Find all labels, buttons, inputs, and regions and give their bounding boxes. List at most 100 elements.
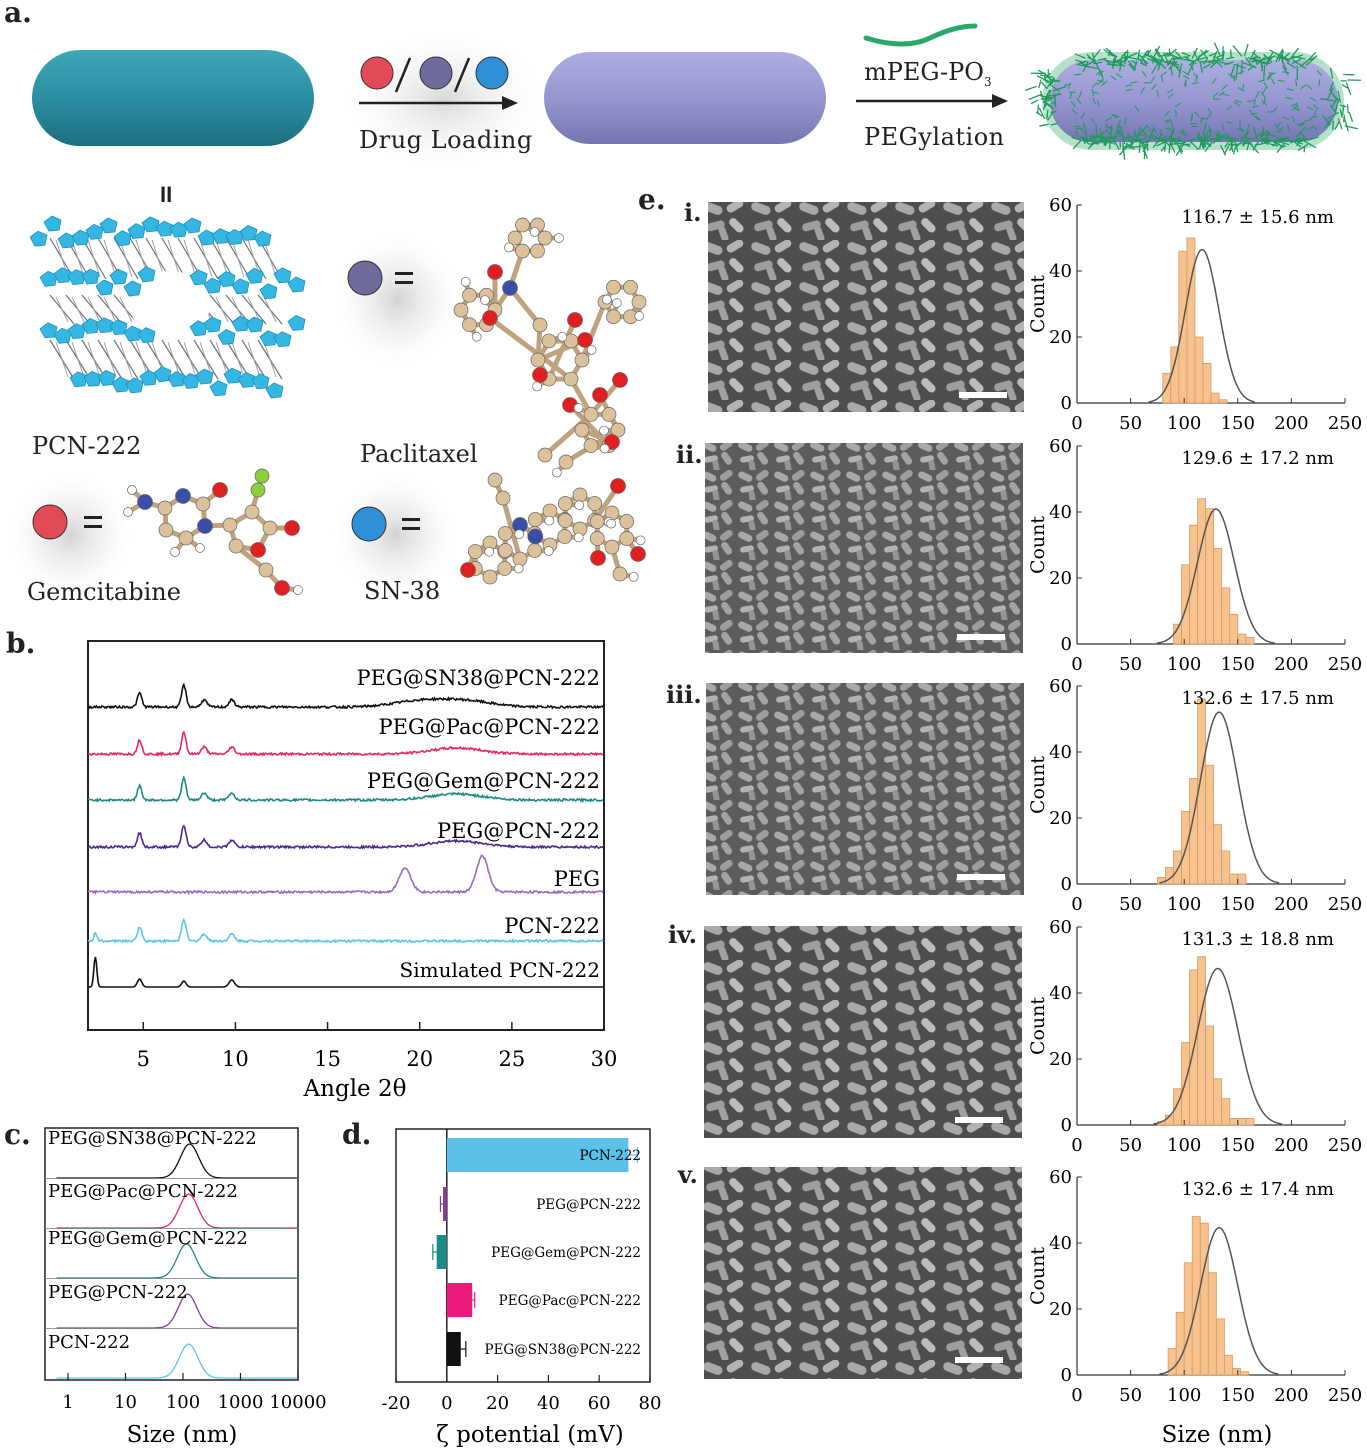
- histogram-x-tick-label: 50: [1119, 1135, 1142, 1156]
- drug-loading-label: Drug Loading: [359, 126, 533, 154]
- paclitaxel-label: Paclitaxel: [360, 440, 478, 468]
- histogram-mean-label: 132.6 ± 17.4 nm: [1181, 1179, 1334, 1200]
- zeta-category-label: PEG@SN38@PCN-222: [484, 1342, 641, 1358]
- histogram-bar: [1237, 633, 1247, 645]
- histogram-bar: [1237, 873, 1247, 885]
- zeta-category-label: PEG@Pac@PCN-222: [499, 1293, 641, 1309]
- dls-x-tick-label: 1: [62, 1392, 73, 1413]
- dls-curve: [56, 1343, 297, 1379]
- sem-label-iv: iv.: [668, 920, 698, 949]
- dls-x-tick-label: 10000: [269, 1392, 326, 1413]
- histogram-y-label: Count: [1027, 1247, 1049, 1305]
- histogram-bar: [1229, 873, 1239, 885]
- histogram-y-label: Count: [1027, 275, 1049, 333]
- xrd-series-label: PEG@Pac@PCN-222: [379, 715, 600, 739]
- xrd-curve: [87, 730, 604, 758]
- histogram-bar: [1245, 636, 1255, 645]
- pcn222-rod: [32, 50, 314, 146]
- dls-x-tick-label: 1000: [218, 1392, 264, 1413]
- histogram-x-tick-label: 0: [1071, 654, 1082, 675]
- sn38-dot: [475, 56, 509, 90]
- zeta-x-tick-label: 80: [639, 1393, 662, 1414]
- xrd-series-label: PCN-222: [504, 914, 600, 938]
- histogram-bar: [1213, 824, 1223, 885]
- pegylation-label: PEGylation: [864, 123, 1005, 151]
- dls-plot-frame: [44, 1127, 299, 1381]
- histogram-bar: [1223, 1354, 1233, 1376]
- zeta-x-tick-label: 20: [486, 1393, 509, 1414]
- histogram-x-tick-label: 200: [1274, 654, 1308, 675]
- histogram-x-tick-label: 50: [1119, 1385, 1142, 1406]
- histogram-x-axis-label: Size (nm): [1162, 1422, 1273, 1448]
- histogram-y-tick-label: 0: [1061, 1365, 1072, 1386]
- xrd-x-tick-label: 20: [406, 1047, 433, 1071]
- paclitaxel-dot: [419, 56, 453, 90]
- xrd-series-label: Simulated PCN-222: [400, 958, 601, 982]
- zeta-bar: [442, 1187, 447, 1221]
- xrd-x-tick-label: 30: [591, 1047, 618, 1071]
- sem-image-i: [708, 202, 1024, 412]
- xrd-series-label: PEG@PCN-222: [437, 819, 600, 843]
- histogram-y-tick-label: 0: [1061, 874, 1072, 895]
- histogram-y-tick-label: 40: [1049, 983, 1072, 1004]
- zeta-category-label: PEG@Gem@PCN-222: [491, 1245, 641, 1261]
- histogram-y-label: Count: [1027, 997, 1049, 1055]
- histogram-x-tick-label: 100: [1167, 894, 1201, 915]
- histogram-x-tick-label: 0: [1071, 413, 1082, 434]
- sem-image-iii: [706, 683, 1024, 895]
- histogram-bar: [1215, 1318, 1225, 1376]
- histogram-bar: [1181, 564, 1190, 645]
- sem-label-i: i.: [684, 198, 702, 227]
- histogram-bar: [1221, 1098, 1231, 1126]
- zeta-bar: [446, 1283, 473, 1317]
- histogram-x-tick-label: 150: [1221, 413, 1255, 434]
- zeta-category-label: PEG@PCN-222: [536, 1197, 641, 1213]
- histogram-x-tick-label: 0: [1071, 894, 1082, 915]
- xrd-x-tick-label: 5: [137, 1047, 150, 1071]
- histogram-bar: [1175, 1311, 1185, 1376]
- dls-series-label: PEG@SN38@PCN-222: [48, 1128, 257, 1149]
- histogram-x-tick-label: 50: [1119, 894, 1142, 915]
- histogram-x-tick-label: 250: [1328, 1135, 1362, 1156]
- histogram-x-tick-label: 200: [1274, 413, 1308, 434]
- histogram-bar: [1229, 1118, 1239, 1126]
- histogram-bar: [1197, 956, 1207, 1126]
- histogram-bar: [1229, 613, 1239, 645]
- histogram-y-tick-label: 0: [1061, 1115, 1072, 1136]
- histogram-y-tick-label: 60: [1049, 1167, 1072, 1188]
- histogram-y-tick-label: 60: [1049, 436, 1072, 457]
- xrd-curve: [87, 682, 604, 710]
- dls-curve: [56, 1293, 297, 1329]
- histogram-x-tick-label: 100: [1167, 1385, 1201, 1406]
- panel-label-b: b.: [6, 627, 36, 660]
- xrd-curve: [87, 824, 604, 850]
- histogram-bar: [1173, 1088, 1182, 1126]
- histogram-fit-curve: [1148, 248, 1255, 403]
- xrd-x-tick-label: 15: [314, 1047, 341, 1071]
- histogram-bar: [1202, 362, 1212, 404]
- dls-curve: [56, 1243, 297, 1279]
- histogram-mean-label: 131.3 ± 18.8 nm: [1181, 929, 1334, 950]
- xrd-curve: [87, 775, 604, 804]
- paclitaxel-legend-dot: [347, 260, 383, 296]
- histogram-y-tick-label: 20: [1049, 1299, 1072, 1320]
- sem-image-v: [704, 1167, 1022, 1379]
- xrd-series-label: PEG@Gem@PCN-222: [367, 769, 600, 793]
- histogram-x-tick-label: 100: [1167, 413, 1201, 434]
- pcn222-label: PCN-222: [32, 432, 142, 460]
- sn38-legend-dot: [351, 506, 387, 542]
- drug-loaded-rod: [544, 52, 826, 144]
- gemcitabine-dot: [360, 56, 394, 90]
- sn38-label: SN-38: [364, 577, 441, 605]
- zeta-x-tick-label: 40: [537, 1393, 560, 1414]
- mpeg-po3-subscript: 3: [983, 74, 992, 89]
- histogram-bar: [1213, 547, 1223, 645]
- xrd-plot-frame: [87, 640, 605, 1031]
- histogram-bar: [1232, 1368, 1241, 1376]
- histogram-bar: [1221, 850, 1231, 885]
- sem-label-iii: iii.: [666, 680, 702, 709]
- dls-x-axis-label: Size (nm): [127, 1422, 238, 1448]
- histogram-x-tick-label: 0: [1071, 1135, 1082, 1156]
- histogram-bar: [1218, 399, 1228, 404]
- histogram-x-tick-label: 200: [1274, 894, 1308, 915]
